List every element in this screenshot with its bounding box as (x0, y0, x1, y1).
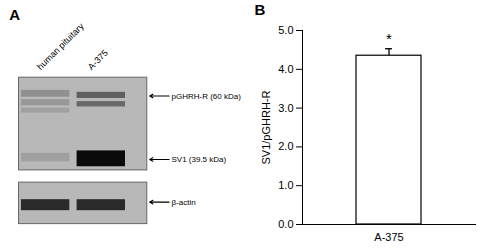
svg-text:4.0: 4.0 (278, 63, 293, 75)
svg-text:*: * (386, 30, 392, 47)
svg-text:β-actin: β-actin (171, 198, 195, 207)
svg-text:SV1 (39.5 kDa): SV1 (39.5 kDa) (171, 155, 226, 164)
svg-text:B: B (255, 1, 266, 18)
svg-text:pGHRH-R (60 kDa): pGHRH-R (60 kDa) (171, 92, 241, 101)
svg-text:human pituitary: human pituitary (35, 21, 86, 72)
svg-text:5.0: 5.0 (278, 24, 293, 36)
svg-text:A-375: A-375 (86, 48, 110, 72)
svg-text:A-375: A-375 (374, 231, 403, 243)
svg-text:SV1/pGHRH-R: SV1/pGHRH-R (260, 90, 272, 164)
svg-text:A: A (9, 6, 20, 23)
svg-text:2.0: 2.0 (278, 140, 293, 152)
svg-text:0.0: 0.0 (278, 218, 293, 230)
svg-text:3.0: 3.0 (278, 102, 293, 114)
svg-text:1.0: 1.0 (278, 179, 293, 191)
